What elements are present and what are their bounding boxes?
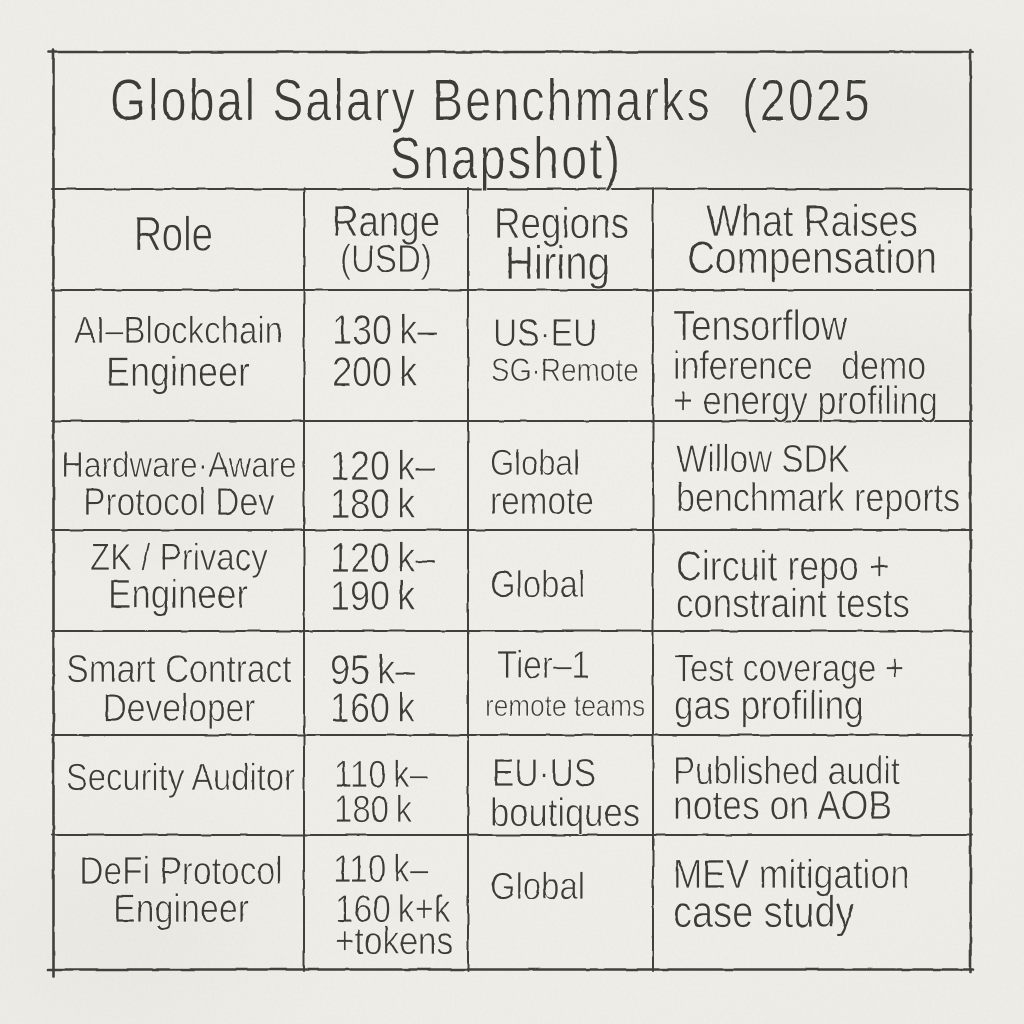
svg-text:Compensation: Compensation — [687, 232, 937, 283]
svg-text:Test coverage +: Test coverage + — [674, 648, 904, 690]
svg-text:Published audit: Published audit — [673, 749, 900, 793]
svg-text:ZK / Privacy: ZK / Privacy — [90, 536, 268, 579]
svg-text:Regions: Regions — [494, 199, 629, 248]
svg-text:Global Salary Benchmarks (202: Global Salary Benchmarks (2025 — [110, 68, 872, 134]
svg-text:EU·US: EU·US — [492, 751, 596, 795]
svg-text:MEV mitigation: MEV mitigation — [673, 852, 910, 898]
svg-text:110 k–: 110 k– — [334, 753, 428, 796]
svg-text:gas profiling: gas profiling — [674, 683, 864, 729]
svg-text:Protocol Dev: Protocol Dev — [83, 480, 276, 524]
svg-text:(USD): (USD) — [340, 236, 432, 280]
svg-text:Range: Range — [332, 197, 440, 246]
svg-text:190 k: 190 k — [330, 574, 416, 620]
svg-text:160 k+ƙ: 160 k+ƙ — [335, 887, 451, 931]
svg-text:remote teams: remote teams — [485, 689, 645, 723]
svg-text:Developer: Developer — [103, 686, 256, 730]
svg-text:Role: Role — [134, 209, 213, 262]
svg-text:What Raises: What Raises — [706, 196, 918, 246]
svg-text:120 k–: 120 k– — [330, 444, 436, 490]
svg-text:boutiques: boutiques — [490, 790, 640, 835]
svg-text:SG·Remote: SG·Remote — [491, 353, 639, 388]
svg-text:Global: Global — [490, 444, 580, 484]
svg-text:110 k–: 110 k– — [333, 847, 429, 891]
svg-text:Security Auditor: Security Auditor — [66, 756, 295, 799]
svg-text:130 k–: 130 k– — [332, 308, 438, 354]
svg-text:+ energy profiling: + energy profiling — [673, 378, 938, 423]
svg-text:120 k–: 120 k– — [330, 536, 436, 582]
svg-text:AI–Blockchain: AI–Blockchain — [74, 309, 283, 352]
svg-text:180 k: 180 k — [334, 788, 412, 831]
svg-text:Circuit repo +: Circuit repo + — [676, 544, 890, 590]
svg-text:Hardware·Aware: Hardware·Aware — [61, 445, 297, 486]
svg-text:+tokens: +tokens — [335, 919, 453, 963]
svg-text:DeFi Protocol: DeFi Protocol — [79, 849, 282, 893]
svg-text:remote: remote — [490, 479, 594, 523]
svg-text:Tensorflow: Tensorflow — [673, 303, 848, 350]
svg-text:Global: Global — [490, 563, 585, 606]
svg-text:200 k: 200 k — [332, 350, 418, 396]
svg-text:Hiring: Hiring — [505, 237, 610, 290]
svg-text:Smart Contract: Smart Contract — [66, 647, 291, 691]
svg-text:notes on AOB: notes on AOB — [673, 783, 892, 829]
svg-text:Willow SDK: Willow SDK — [676, 437, 850, 481]
svg-text:Global: Global — [490, 865, 585, 908]
svg-text:Snapshot): Snapshot) — [390, 126, 622, 192]
svg-text:Engineer: Engineer — [108, 573, 248, 618]
svg-text:160 k: 160 k — [330, 686, 416, 732]
svg-text:Engineer: Engineer — [106, 350, 250, 396]
svg-text:180 k: 180 k — [330, 482, 416, 528]
svg-text:Engineer: Engineer — [113, 887, 249, 931]
svg-text:constraint tests: constraint tests — [676, 581, 910, 626]
svg-text:benchmark reports: benchmark reports — [676, 476, 960, 520]
svg-text:US·EU: US·EU — [493, 311, 597, 355]
svg-text:95 k–: 95 k– — [330, 648, 416, 694]
svg-text:case study: case study — [673, 887, 855, 936]
svg-text:Tier–1: Tier–1 — [497, 643, 590, 687]
svg-text:inference demo: inference demo — [673, 344, 926, 388]
